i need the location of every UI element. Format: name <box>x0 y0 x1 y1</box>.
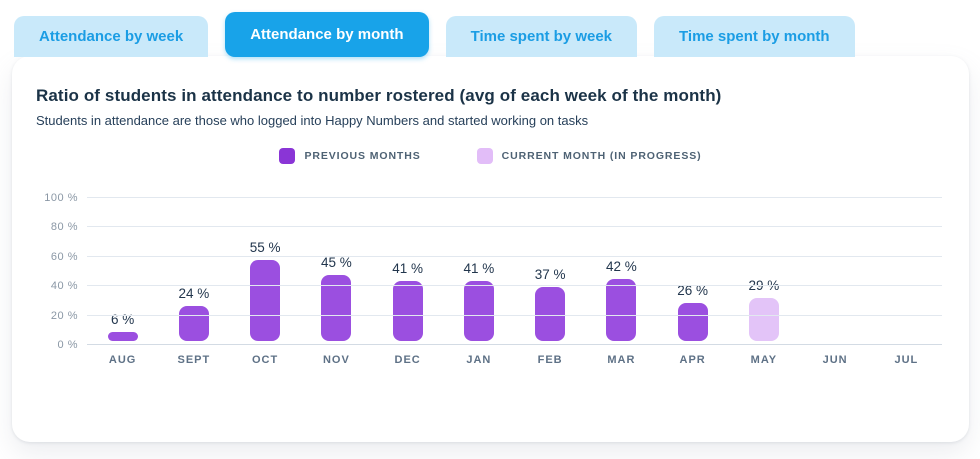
plot-area: 6 % AUG 24 % SEPT 55 % OCT 45 % NOV 41 % DEC 41 % J… <box>44 192 942 366</box>
gridline <box>87 285 942 287</box>
chart-title: Ratio of students in attendance to numbe… <box>36 86 722 105</box>
bar-column-jun: JUN <box>800 198 871 366</box>
tab-attendance-by-week[interactable]: Attendance by week <box>14 16 209 57</box>
x-axis-label-nov: NOV <box>322 354 350 366</box>
bar-value-label-feb: 37 % <box>534 266 566 282</box>
bar-feb[interactable] <box>535 286 566 341</box>
bar-column-sept: 24 % SEPT <box>158 198 229 366</box>
legend-swatch-previous-icon <box>279 148 296 164</box>
bar-value-label-dec: 41 % <box>392 260 424 276</box>
columns: 6 % AUG 24 % SEPT 55 % OCT 45 % NOV 41 % DEC 41 % J… <box>87 198 942 366</box>
bar-value-label-nov: 45 % <box>320 254 352 270</box>
y-axis-tick-label: 60 % <box>50 250 78 263</box>
bar-oct[interactable] <box>250 260 281 341</box>
y-axis-tick-label: 100 % <box>44 192 78 204</box>
bar-value-label-jan: 41 % <box>463 260 495 276</box>
gridline <box>87 226 942 228</box>
bar-column-oct: 55 % OCT <box>230 198 301 366</box>
gridline <box>87 314 942 316</box>
bar-may[interactable] <box>748 298 779 341</box>
x-axis-label-feb: FEB <box>537 354 563 366</box>
bar-column-dec: 41 % DEC <box>372 198 443 366</box>
gridline <box>87 197 942 198</box>
x-axis-label-jun: JUN <box>822 354 848 366</box>
bar-column-aug: 6 % AUG <box>87 198 158 366</box>
bar-sept[interactable] <box>178 305 209 341</box>
bar-column-jan: 41 % JAN <box>443 198 514 366</box>
x-axis-label-mar: MAR <box>607 354 636 366</box>
gridline <box>87 344 942 345</box>
bar-column-nov: 45 % NOV <box>301 198 372 366</box>
y-axis-tick-label: 20 % <box>50 309 78 322</box>
y-axis-tick-label: 0 % <box>57 339 78 351</box>
x-axis-label-dec: DEC <box>394 354 421 366</box>
tab-bar: Attendance by week Attendance by month T… <box>14 12 855 57</box>
bar-column-mar: 42 % MAR <box>586 198 657 366</box>
bar-aug[interactable] <box>107 332 138 341</box>
bar-value-label-sept: 24 % <box>178 285 210 301</box>
bar-dec[interactable] <box>392 280 423 341</box>
legend-label: CURRENT MONTH (IN PROGRESS) <box>501 150 702 162</box>
bar-value-label-oct: 55 % <box>249 240 281 256</box>
y-axis-tick-label: 80 % <box>50 221 78 234</box>
x-axis-label-may: MAY <box>750 354 778 366</box>
tab-attendance-by-month[interactable]: Attendance by month <box>225 12 429 57</box>
legend-item-previous-months: PREVIOUS MONTHS <box>279 148 420 164</box>
chart-subtitle: Students in attendance are those who log… <box>36 113 589 128</box>
x-axis-label-sept: SEPT <box>177 354 211 366</box>
bar-value-label-aug: 6 % <box>110 312 135 328</box>
x-axis-label-jan: JAN <box>466 354 492 366</box>
tab-time-spent-by-week[interactable]: Time spent by week <box>445 16 638 57</box>
tab-time-spent-by-month[interactable]: Time spent by month <box>654 16 855 57</box>
bar-value-label-mar: 42 % <box>605 259 637 275</box>
x-axis-label-apr: APR <box>679 354 706 366</box>
bar-column-apr: 26 % APR <box>657 198 728 366</box>
bar-column-may: 29 % MAY <box>728 198 799 366</box>
legend-label: PREVIOUS MONTHS <box>304 150 421 162</box>
x-axis-label-jul: JUL <box>894 354 919 366</box>
chart-panel: Ratio of students in attendance to numbe… <box>12 56 969 442</box>
x-axis-label-aug: AUG <box>108 354 137 366</box>
bar-column-feb: 37 % FEB <box>515 198 586 366</box>
chart-legend: PREVIOUS MONTHS CURRENT MONTH (IN PROGRE… <box>12 148 969 164</box>
y-axis-tick-label: 40 % <box>50 280 78 293</box>
bar-mar[interactable] <box>606 279 637 341</box>
x-axis-label-oct: OCT <box>252 354 279 366</box>
bar-value-label-apr: 26 % <box>677 282 709 298</box>
bar-column-jul: JUL <box>871 198 942 366</box>
legend-item-current-month: CURRENT MONTH (IN PROGRESS) <box>476 148 702 164</box>
gridline <box>87 255 942 257</box>
bar-jan[interactable] <box>463 280 494 341</box>
legend-swatch-current-icon <box>476 148 493 164</box>
bar-apr[interactable] <box>677 302 708 341</box>
